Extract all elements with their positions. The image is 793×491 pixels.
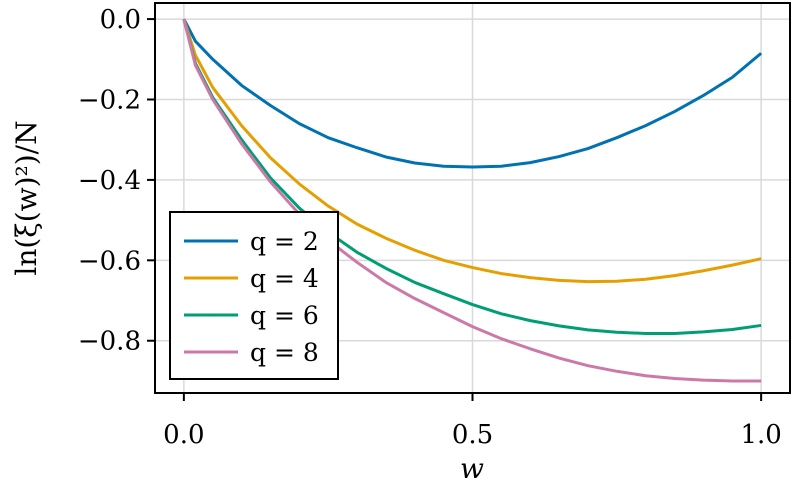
legend-label: q = 2 <box>250 227 319 256</box>
x-tick-label: 0.0 <box>163 420 204 450</box>
legend-label: q = 8 <box>250 338 319 367</box>
legend: q = 2 q = 4 q = 6 q = 8 <box>169 211 339 380</box>
series-lines <box>182 18 763 383</box>
y-tick-label: −0.2 <box>78 85 141 115</box>
series-line <box>182 18 763 169</box>
series-line <box>182 18 762 383</box>
y-tick-label: −0.6 <box>78 246 141 276</box>
axis-ticks: 0.0 0.5 1.0 0.0 −0.2 −0.4 −0.6 −0.8 <box>78 5 782 450</box>
legend-label: q = 4 <box>250 264 319 293</box>
series-line <box>182 18 762 335</box>
x-axis-label: w <box>460 452 484 485</box>
y-tick-label: 0.0 <box>100 5 141 35</box>
legend-label: q = 6 <box>250 301 319 330</box>
x-tick-label: 1.0 <box>740 420 781 450</box>
y-tick-label: −0.8 <box>78 327 141 357</box>
y-tick-label: −0.4 <box>78 166 141 196</box>
x-tick-label: 0.5 <box>452 420 493 450</box>
series-line <box>182 18 762 284</box>
y-axis-label: ln(ξ(w)²)/N <box>10 120 43 275</box>
